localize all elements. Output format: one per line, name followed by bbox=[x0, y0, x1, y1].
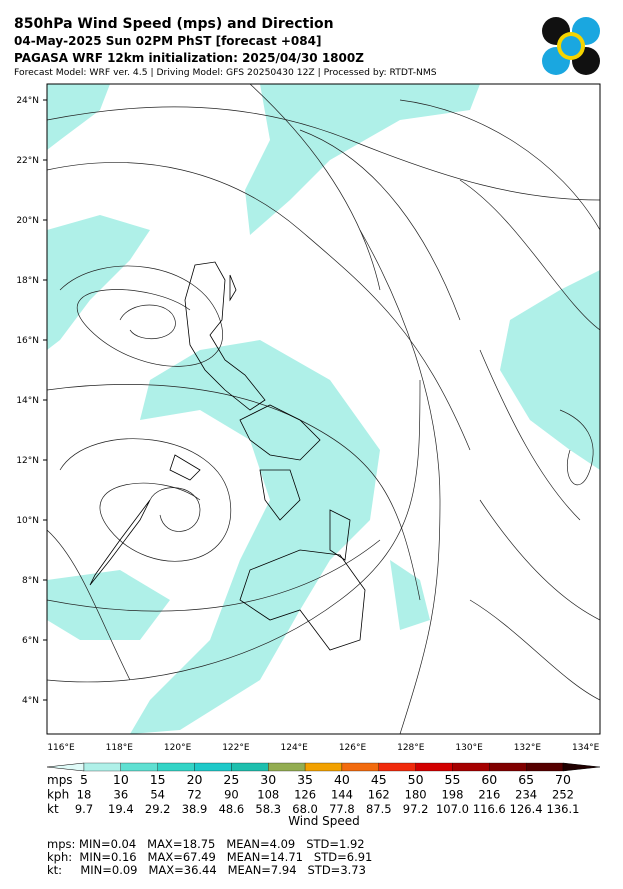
lat-label: 8°N bbox=[22, 576, 39, 586]
colorbar-segment bbox=[83, 762, 121, 772]
colorbar-segment bbox=[194, 762, 232, 772]
wind-shading bbox=[47, 84, 600, 734]
colorbar-label: 108 bbox=[257, 788, 279, 802]
colorbar-label: 10 bbox=[113, 772, 129, 787]
coastlines bbox=[89, 261, 366, 651]
stats-line: mps: MIN=0.04 MAX=18.75 MEAN=4.09 STD=1.… bbox=[47, 837, 365, 851]
colorbar-label: 58.3 bbox=[255, 802, 281, 816]
colorbar-segment bbox=[489, 762, 527, 772]
colorbar-label: 136.1 bbox=[547, 802, 580, 816]
colorbar-segment bbox=[268, 762, 306, 772]
colorbar-label: 107.0 bbox=[436, 802, 469, 816]
subtitle: 04-May-2025 Sun 02PM PhST [forecast +084… bbox=[14, 34, 321, 48]
colorbar-label: 68.0 bbox=[292, 802, 318, 816]
colorbar-label: 25 bbox=[223, 772, 239, 787]
colorbar-label: 234 bbox=[515, 788, 537, 802]
lat-label: 14°N bbox=[16, 396, 39, 406]
colorbar-label: 5 bbox=[80, 772, 88, 787]
lon-label: 122°E bbox=[222, 743, 250, 753]
lat-label: 10°N bbox=[16, 516, 39, 526]
model-info: Forecast Model: WRF ver. 4.5 | Driving M… bbox=[14, 67, 437, 78]
colorbar-label: 180 bbox=[405, 788, 427, 802]
lat-label: 12°N bbox=[16, 456, 39, 466]
colorbar-label: 55 bbox=[445, 772, 461, 787]
colorbar-label: 77.8 bbox=[329, 802, 355, 816]
subtitle: PAGASA WRF 12km initialization: 2025/04/… bbox=[14, 51, 364, 65]
colorbar-label: 48.6 bbox=[219, 802, 245, 816]
colorbar-segment bbox=[526, 762, 564, 772]
lat-label: 22°N bbox=[16, 156, 39, 166]
colorbar-label: 198 bbox=[441, 788, 463, 802]
colorbar-label: 72 bbox=[187, 788, 202, 802]
colorbar-title: Wind Speed bbox=[288, 814, 360, 828]
unit-label: mps bbox=[47, 773, 73, 787]
lat-label: 4°N bbox=[22, 696, 39, 706]
colorbar-segment bbox=[378, 762, 416, 772]
colorbar-segment bbox=[120, 762, 158, 772]
colorbar-segment bbox=[304, 762, 343, 772]
colorbar-label: 50 bbox=[408, 772, 424, 787]
colorbar-label: 45 bbox=[371, 772, 387, 787]
colorbar-label: 90 bbox=[224, 788, 239, 802]
colorbar-label: 19.4 bbox=[108, 802, 134, 816]
lat-label: 6°N bbox=[22, 636, 39, 646]
lon-label: 124°E bbox=[281, 743, 309, 753]
lat-label: 18°N bbox=[16, 276, 39, 286]
colorbar-label: 126.4 bbox=[510, 802, 543, 816]
stats-line: kt: MIN=0.09 MAX=36.44 MEAN=7.94 STD=3.7… bbox=[47, 863, 366, 877]
colorbar-label: 38.9 bbox=[182, 802, 208, 816]
lat-label: 24°N bbox=[16, 96, 39, 106]
colorbar-label: 36 bbox=[114, 788, 129, 802]
lon-label: 130°E bbox=[455, 743, 483, 753]
logo bbox=[542, 17, 600, 75]
colorbar-label: 30 bbox=[260, 772, 276, 787]
colorbar-label: 54 bbox=[150, 788, 165, 802]
colorbar-extend bbox=[562, 762, 601, 772]
lon-label: 134°E bbox=[572, 743, 600, 753]
colorbar-label: 15 bbox=[150, 772, 166, 787]
colorbar-label: 35 bbox=[297, 772, 313, 787]
colorbar-extend bbox=[46, 762, 85, 772]
lon-label: 126°E bbox=[339, 743, 367, 753]
colorbar-label: 126 bbox=[294, 788, 316, 802]
colorbar-label: 18 bbox=[77, 788, 92, 802]
unit-label: kph bbox=[47, 788, 69, 802]
colorbar-label: 9.7 bbox=[75, 802, 93, 816]
colorbar-label: 40 bbox=[334, 772, 350, 787]
colorbar-label: 252 bbox=[552, 788, 574, 802]
colorbar-label: 162 bbox=[368, 788, 390, 802]
colorbar-label: 144 bbox=[331, 788, 353, 802]
colorbar-label: 116.6 bbox=[473, 802, 506, 816]
lon-label: 128°E bbox=[397, 743, 425, 753]
colorbar-label: 29.2 bbox=[145, 802, 171, 816]
map-frame bbox=[46, 83, 601, 735]
colorbar-label: 60 bbox=[481, 772, 497, 787]
title: 850hPa Wind Speed (mps) and Direction bbox=[14, 16, 334, 32]
colorbar-segment bbox=[341, 762, 379, 772]
colorbar-label: 97.2 bbox=[403, 802, 429, 816]
colorbar-segment bbox=[157, 762, 195, 772]
lon-label: 118°E bbox=[106, 743, 134, 753]
colorbar-label: 70 bbox=[555, 772, 571, 787]
colorbar-segment bbox=[415, 762, 453, 772]
colorbar-label: 216 bbox=[478, 788, 500, 802]
lon-label: 132°E bbox=[514, 743, 542, 753]
colorbar-segment bbox=[231, 762, 269, 772]
lon-label: 116°E bbox=[47, 743, 75, 753]
lon-label: 120°E bbox=[164, 743, 192, 753]
colorbar-label: 20 bbox=[187, 772, 203, 787]
unit-label: kt bbox=[47, 802, 59, 816]
streamlines bbox=[47, 84, 600, 734]
colorbar-segment bbox=[452, 762, 490, 772]
lat-label: 20°N bbox=[16, 216, 39, 226]
lat-label: 16°N bbox=[16, 336, 39, 346]
colorbar-label: 65 bbox=[518, 772, 534, 787]
colorbar-label: 87.5 bbox=[366, 802, 392, 816]
stats-line: kph: MIN=0.16 MAX=67.49 MEAN=14.71 STD=6… bbox=[47, 850, 372, 864]
